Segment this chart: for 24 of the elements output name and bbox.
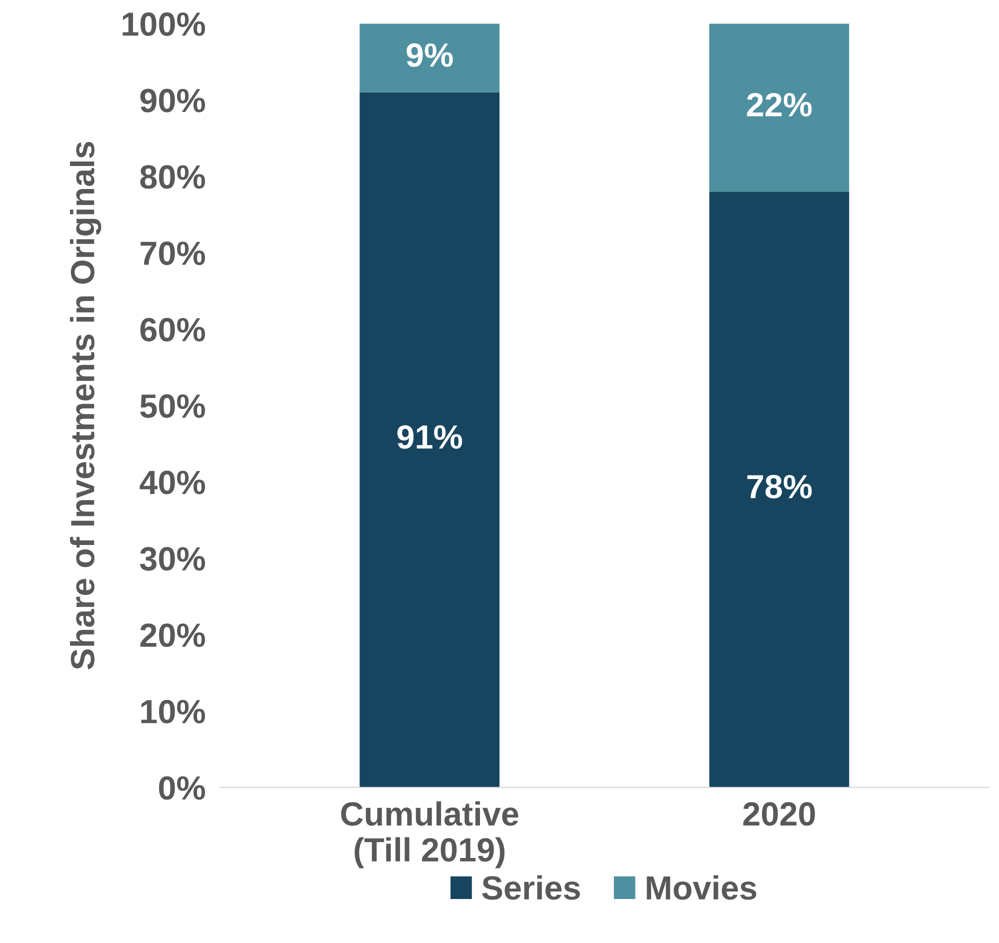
bar — [360, 24, 500, 92]
y-tick-label: 10% — [141, 700, 206, 724]
y-tick-label: 0% — [159, 776, 206, 800]
y-tick-label: 100% — [122, 12, 206, 36]
bar — [709, 192, 850, 788]
y-tick-label: 60% — [140, 318, 206, 342]
bar — [360, 92, 500, 788]
bar — [709, 24, 850, 192]
y-tick-label: 40% — [140, 470, 206, 494]
legend-label: Series — [482, 875, 580, 900]
y-tick-label: 50% — [140, 394, 206, 418]
y-tick-label: 30% — [140, 547, 206, 571]
data-label: 78% — [747, 474, 812, 498]
x-tick-label: 2020 — [743, 802, 815, 826]
data-label: 9% — [406, 43, 453, 67]
y-tick-label: 80% — [140, 165, 206, 189]
legend-label: Movies — [646, 875, 756, 900]
y-axis-title: Share of Investments in Originals — [70, 142, 102, 670]
y-tick-label: 20% — [140, 623, 206, 648]
x-tick-label: Cumulative (Till 2019) — [341, 801, 518, 868]
y-tick-label: 90% — [140, 88, 206, 112]
y-tick-label: 70% — [140, 242, 206, 266]
data-label: 22% — [747, 92, 812, 116]
data-label: 91% — [397, 425, 462, 449]
